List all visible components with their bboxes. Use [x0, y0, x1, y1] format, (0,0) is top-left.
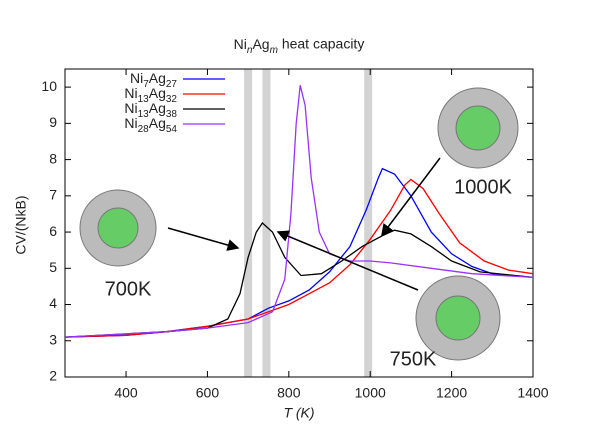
temperature-band — [244, 69, 253, 377]
y-axis-label: CV/(NkB) — [13, 195, 29, 254]
arrows — [167, 157, 441, 291]
chart-title: NinAgm heat capacity — [234, 36, 365, 56]
x-tick-label: 600 — [196, 385, 220, 401]
y-tick-label: 9 — [49, 114, 57, 130]
x-tick-label: 1400 — [517, 385, 548, 401]
y-tick-label: 10 — [41, 78, 57, 94]
annotation: 1000K — [454, 176, 512, 198]
legend-label: Ni13Ag32 — [124, 85, 177, 105]
y-tick-label: 7 — [49, 187, 57, 203]
y-tick-label: 3 — [49, 331, 57, 347]
y-tick-label: 8 — [49, 150, 57, 166]
annotation: 700K — [105, 278, 152, 300]
x-tick-label: 400 — [114, 385, 138, 401]
x-tick-label: 1000 — [355, 385, 386, 401]
plot-frame — [64, 68, 534, 378]
y-tick-label: 4 — [49, 295, 57, 311]
series-line — [64, 85, 534, 338]
temperature-band — [364, 69, 373, 377]
y-tick-label: 2 — [49, 368, 57, 384]
series-line — [64, 222, 534, 338]
y-tick-label: 6 — [49, 223, 57, 239]
legend-label: Ni13Ag38 — [124, 100, 177, 120]
x-tick-label: 800 — [277, 385, 301, 401]
temperature-band — [262, 69, 271, 377]
legend-label: Ni28Ag54 — [124, 115, 177, 135]
x-axis-label: T (K) — [283, 405, 314, 421]
cluster-images — [79, 87, 519, 361]
x-tick-label: 1200 — [436, 385, 467, 401]
y-tick-label: 5 — [49, 259, 57, 275]
legend-label: Ni7Ag27 — [130, 70, 177, 90]
annotation: 750K — [390, 348, 437, 370]
